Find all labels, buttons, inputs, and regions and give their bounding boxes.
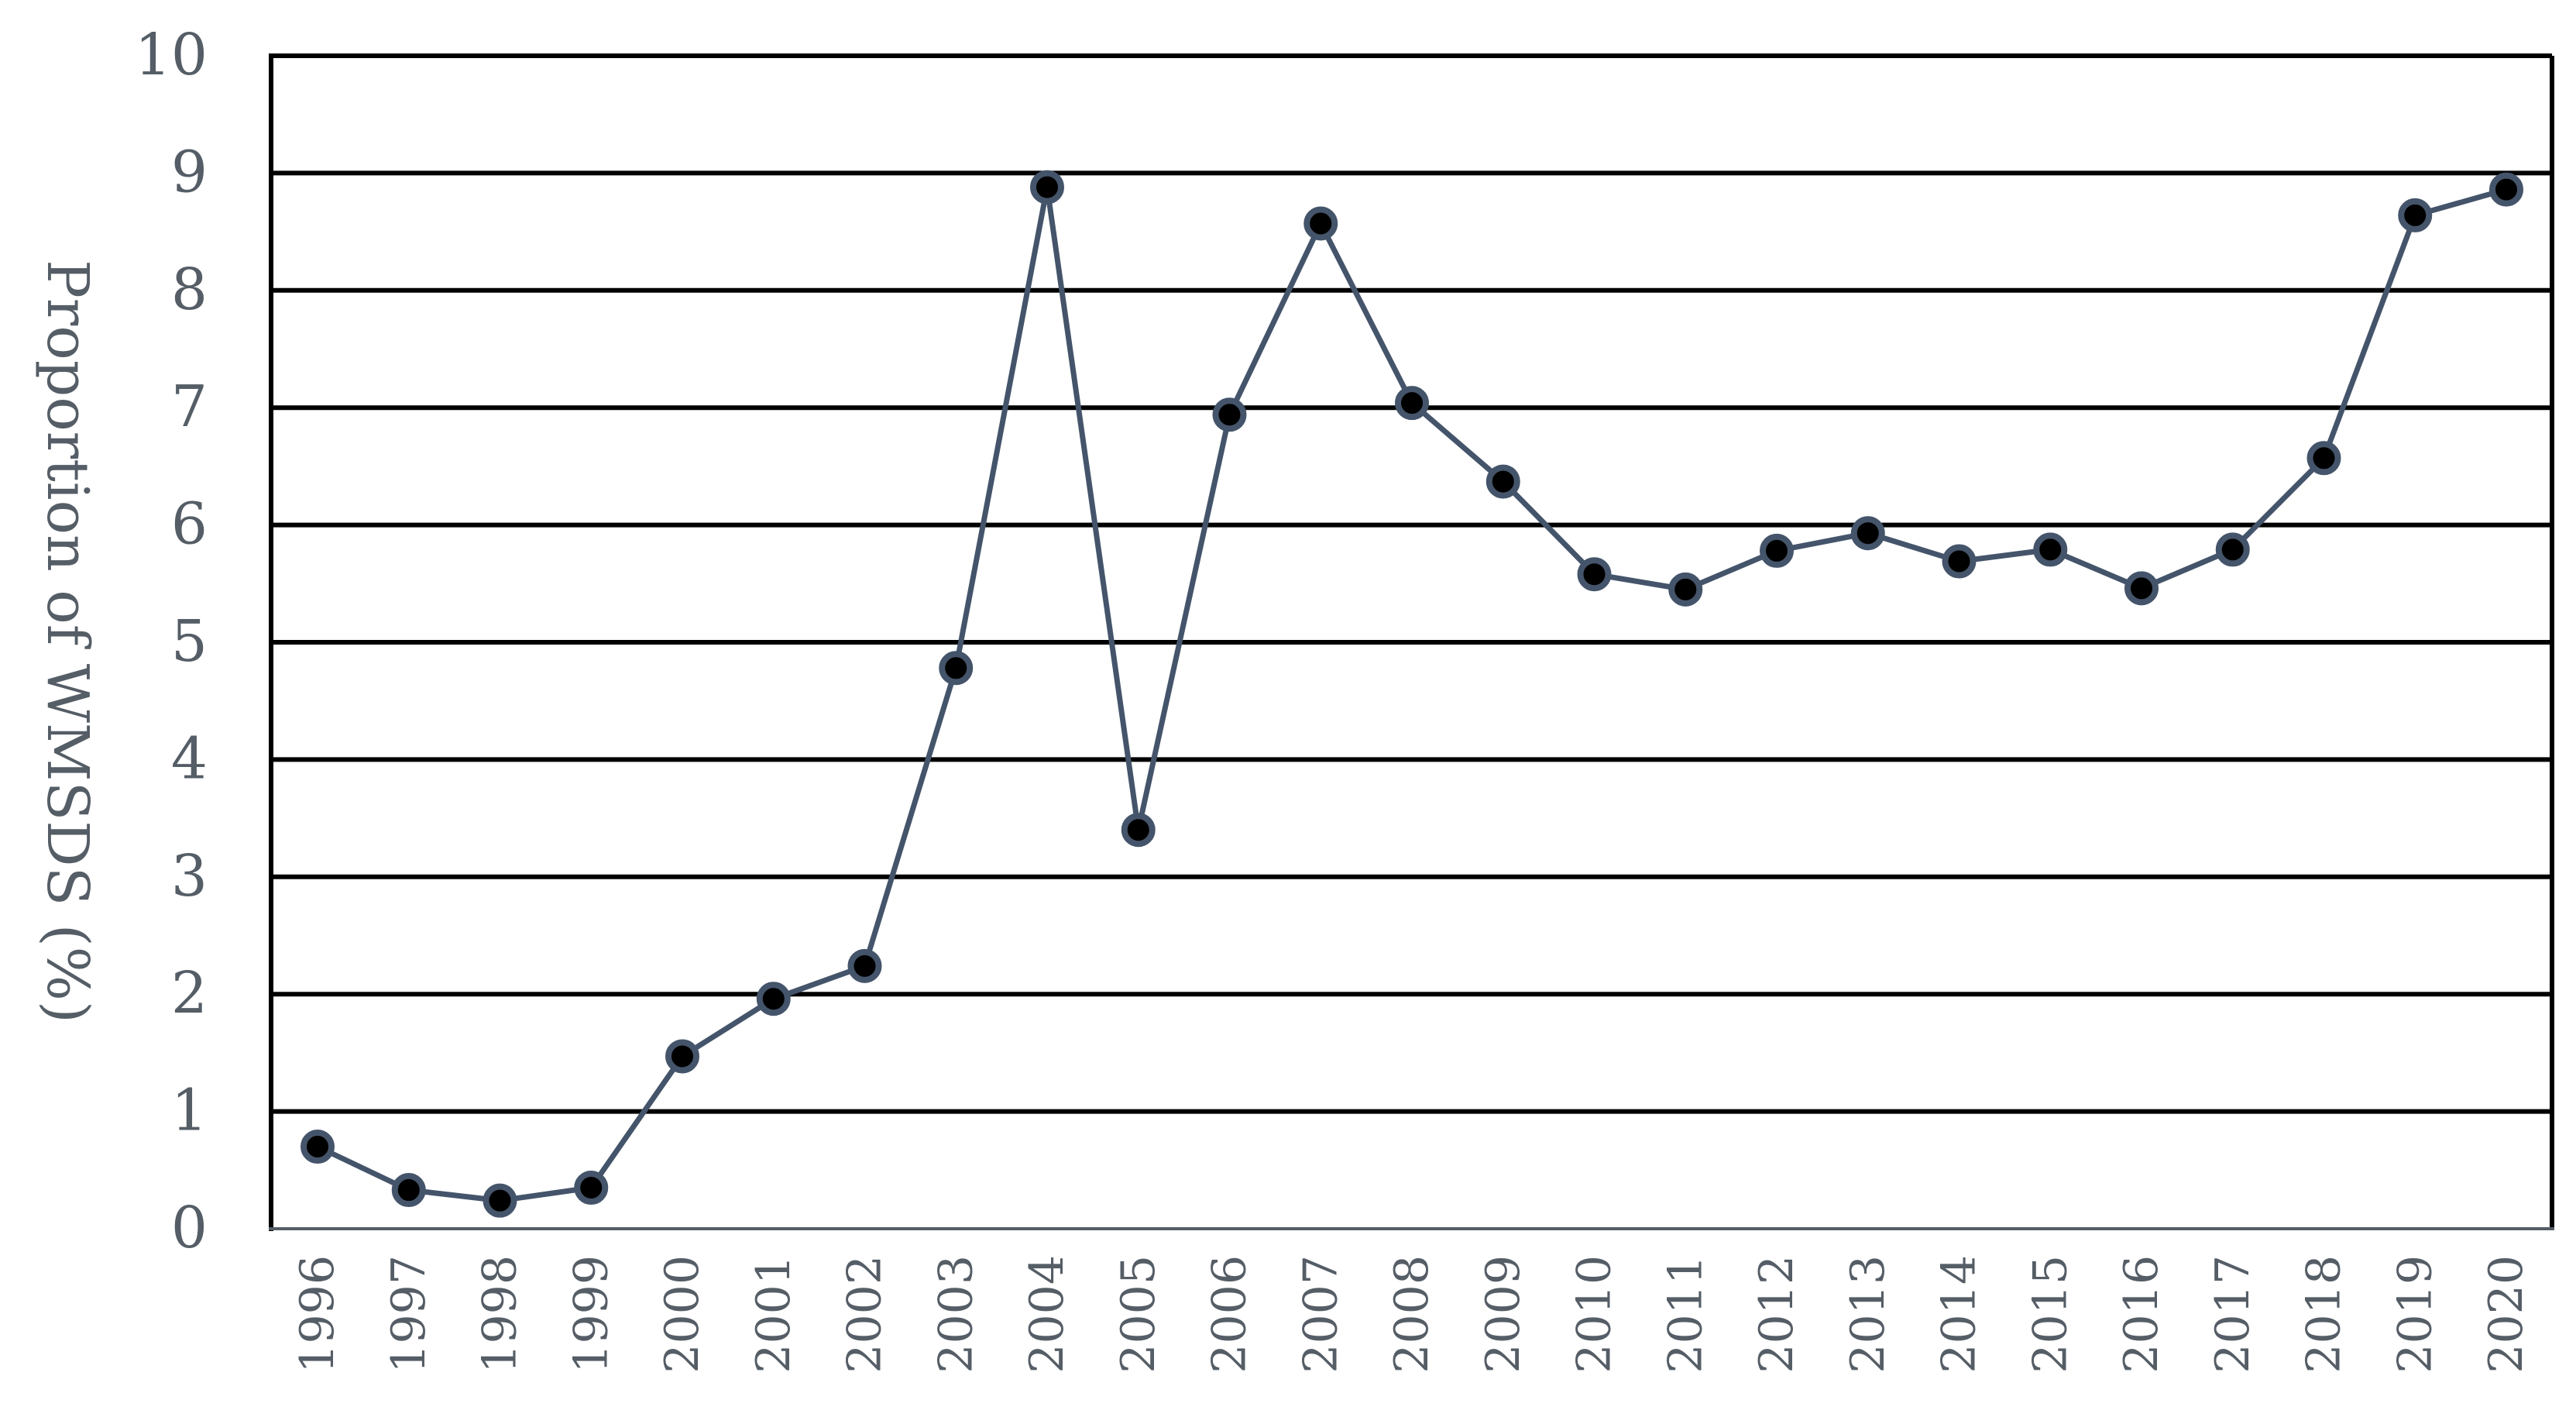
data-point [483, 1183, 517, 1218]
x-tick-label: 2001 [747, 1255, 801, 1374]
data-point [391, 1173, 426, 1208]
data-point [2033, 532, 2068, 567]
axes [269, 53, 2554, 1231]
y-tick-labels: 0 1 2 3 4 5 6 7 8 9 10 [135, 22, 208, 1261]
data-point [665, 1039, 699, 1074]
x-tick-label: 2003 [929, 1255, 983, 1374]
y-tick-label: 10 [135, 22, 208, 88]
gridlines [271, 53, 2554, 1229]
x-tick-label: 2002 [838, 1255, 892, 1374]
y-axis-title: Proportion of WMSDS (%) [34, 260, 101, 1023]
data-point [1212, 397, 1247, 432]
y-tick-label: 3 [171, 843, 208, 910]
data-point [2124, 571, 2159, 606]
data-point [574, 1171, 609, 1205]
y-tick-label: 0 [171, 1195, 208, 1261]
x-tick-label: 2007 [1293, 1255, 1348, 1374]
x-tick-label: 1997 [382, 1255, 436, 1374]
x-tick-label: 2010 [1568, 1255, 1622, 1374]
data-point [1942, 544, 1977, 579]
data-point [2398, 198, 2433, 232]
x-tick-label: 2011 [1658, 1255, 1712, 1374]
y-tick-label: 6 [171, 491, 208, 558]
x-tick-label: 2000 [655, 1255, 709, 1374]
data-point [1303, 206, 1338, 241]
data-point [2215, 532, 2250, 567]
series [301, 170, 2523, 1218]
x-tick-label: 2019 [2388, 1255, 2442, 1374]
x-tick-label: 2008 [1385, 1255, 1439, 1374]
y-tick-label: 5 [171, 608, 208, 675]
x-tick-label: 2017 [2206, 1255, 2260, 1374]
x-tick-label: 2006 [1203, 1255, 1257, 1374]
y-tick-label: 8 [171, 256, 208, 323]
data-point [1760, 533, 1794, 568]
y-tick-label: 9 [171, 139, 208, 205]
data-point [847, 948, 882, 983]
data-point [2306, 441, 2341, 476]
x-tick-label: 2013 [1841, 1255, 1895, 1374]
y-tick-label: 1 [171, 1078, 208, 1144]
data-point [1850, 516, 1885, 551]
data-point [301, 1130, 335, 1164]
data-point [1577, 557, 1612, 592]
x-tick-label: 2012 [1750, 1255, 1804, 1374]
data-point [756, 982, 791, 1016]
y-tick-label: 2 [171, 960, 208, 1027]
x-tick-label: 2014 [1932, 1255, 1987, 1374]
x-tick-label: 1998 [473, 1255, 527, 1374]
x-tick-label: 2018 [2297, 1255, 2351, 1374]
data-point [1395, 386, 1429, 421]
x-tick-label: 2005 [1111, 1255, 1166, 1374]
x-tick-label: 2004 [1020, 1255, 1074, 1374]
x-tick-label: 1996 [290, 1255, 345, 1374]
data-point [939, 651, 974, 686]
y-tick-label: 4 [171, 725, 208, 792]
data-point [2489, 172, 2523, 207]
data-point [1668, 572, 1703, 607]
y-tick-label: 7 [171, 373, 208, 440]
x-tick-label: 2020 [2479, 1255, 2533, 1374]
x-tick-label: 1999 [564, 1255, 618, 1374]
x-tick-label: 2016 [2114, 1255, 2169, 1374]
x-tick-label: 2009 [1476, 1255, 1530, 1374]
x-tick-label: 2015 [2023, 1255, 2077, 1374]
series-line [316, 184, 2507, 1204]
data-point [1121, 813, 1156, 848]
x-tick-labels: 1996 1997 1998 1999 2000 2001 2002 2003 2004 2005… [290, 1255, 2533, 1374]
data-point [1485, 464, 1520, 499]
data-point [1030, 170, 1064, 205]
